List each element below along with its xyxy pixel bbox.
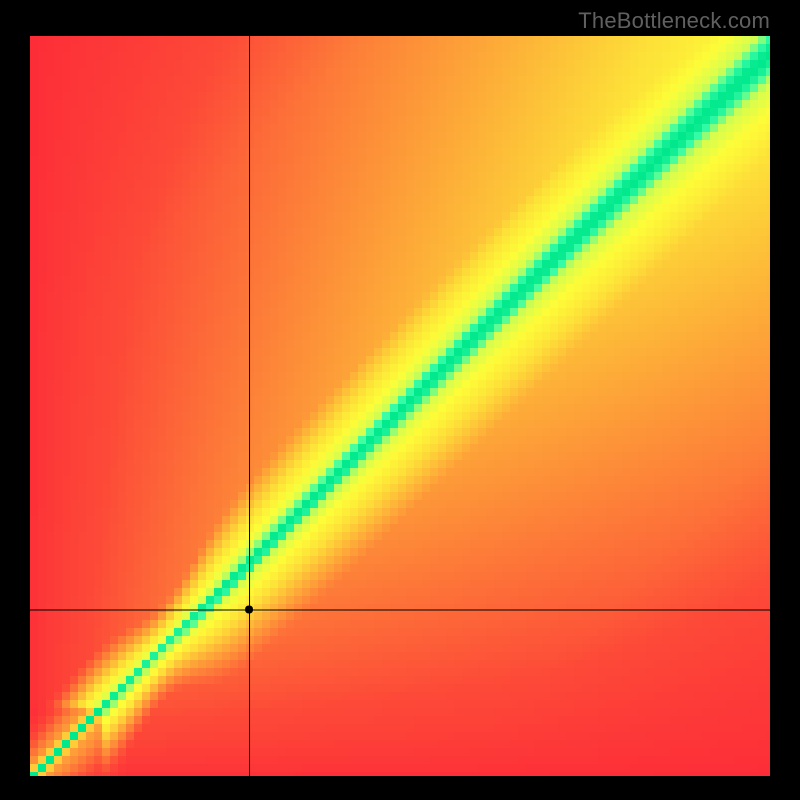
- watermark-text: TheBottleneck.com: [578, 8, 770, 34]
- bottleneck-heatmap: [30, 36, 770, 776]
- heatmap-canvas: [30, 36, 770, 776]
